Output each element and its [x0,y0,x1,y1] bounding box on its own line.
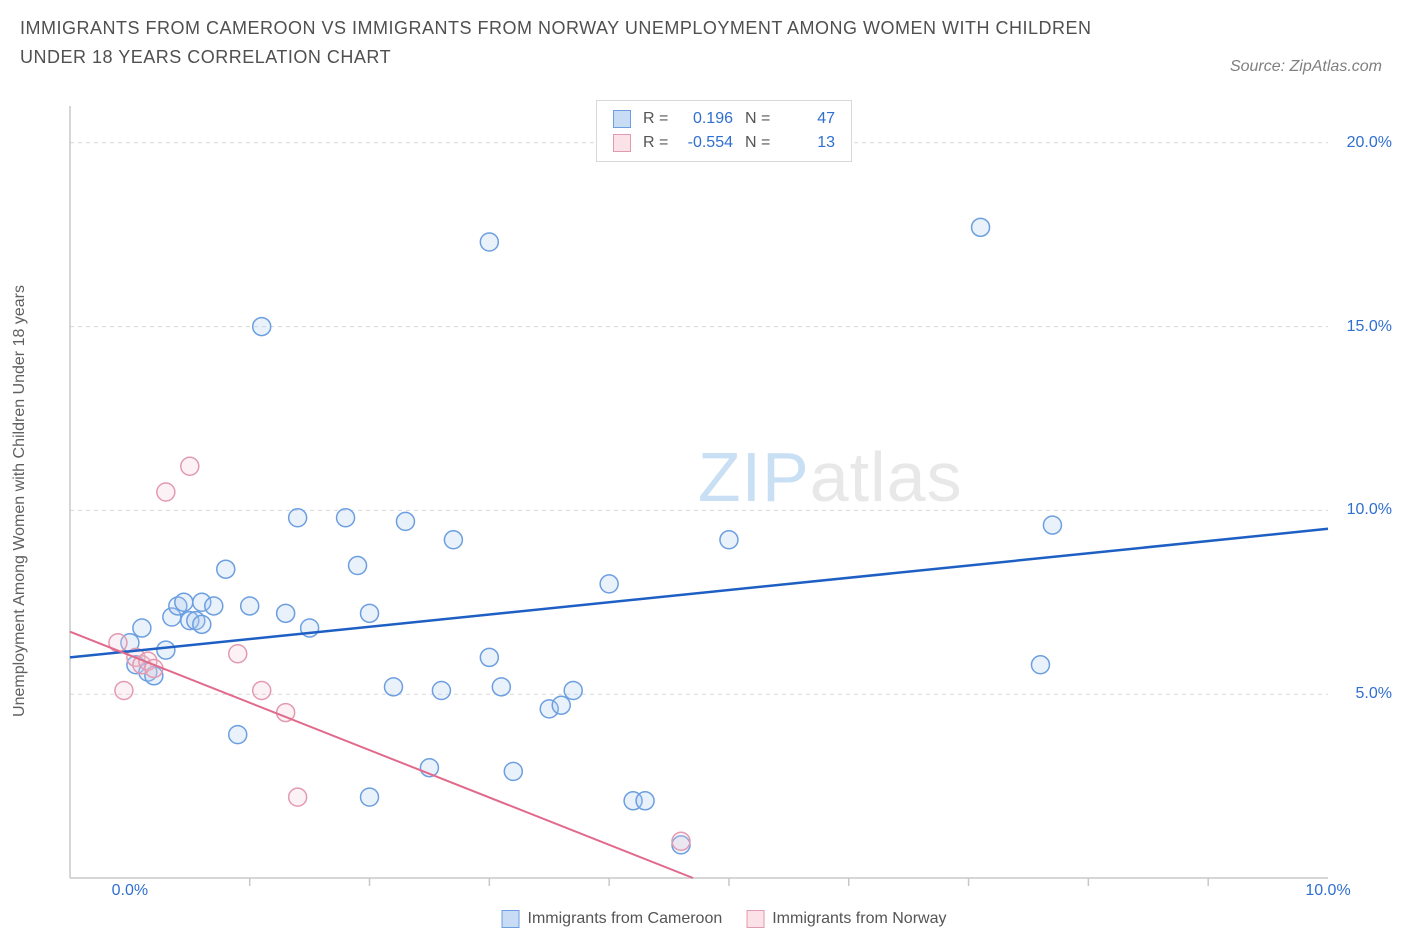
legend-r-label: R = [643,107,671,131]
legend-series-item: Immigrants from Cameroon [502,910,723,928]
legend-row: R = 0.196 N = 47 [613,107,835,131]
y-tick-label: 15.0% [1347,318,1392,336]
legend-series-item: Immigrants from Norway [746,910,946,928]
legend-series: Immigrants from Cameroon Immigrants from … [502,910,947,928]
legend-swatch-icon [613,110,631,128]
legend-row: R = -0.554 N = 13 [613,131,835,155]
scatter-plot [60,100,1388,902]
legend-swatch-icon [613,134,631,152]
page-title: IMMIGRANTS FROM CAMEROON VS IMMIGRANTS F… [20,14,1120,72]
y-tick-label: 20.0% [1347,134,1392,152]
legend-series-label: Immigrants from Norway [772,910,946,928]
legend-series-label: Immigrants from Cameroon [528,910,723,928]
legend-swatch-icon [746,910,764,928]
x-tick-label: 0.0% [112,882,148,900]
legend-r-value: -0.554 [683,131,733,155]
x-tick-label: 10.0% [1305,882,1350,900]
legend-n-value: 47 [785,107,835,131]
legend-swatch-icon [502,910,520,928]
y-axis-label: Unemployment Among Women with Children U… [11,285,29,717]
source-label: Source: ZipAtlas.com [1230,58,1382,76]
legend-n-label: N = [745,107,773,131]
y-tick-label: 10.0% [1347,501,1392,519]
legend-r-label: R = [643,131,671,155]
legend-r-value: 0.196 [683,107,733,131]
y-tick-label: 5.0% [1356,685,1392,703]
legend-n-value: 13 [785,131,835,155]
chart-area: Unemployment Among Women with Children U… [60,100,1388,902]
legend-n-label: N = [745,131,773,155]
legend-correlation: R = 0.196 N = 47 R = -0.554 N = 13 [596,100,852,162]
